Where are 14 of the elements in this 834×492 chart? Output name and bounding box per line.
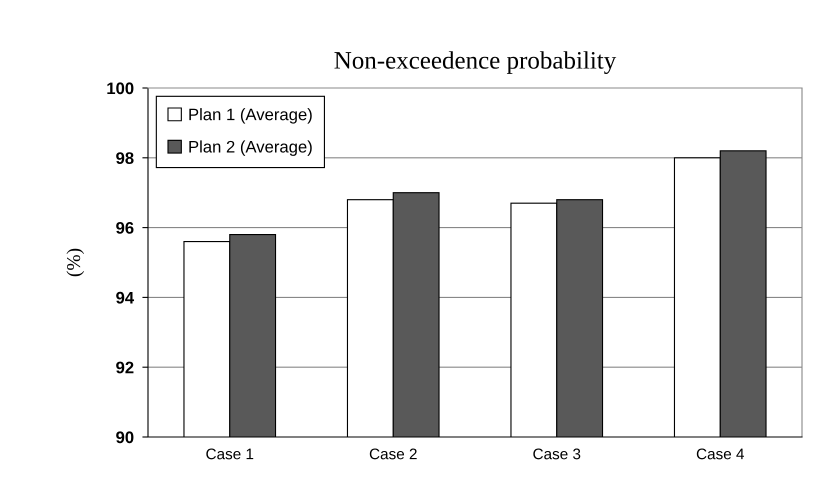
legend-label: Plan 1 (Average): [189, 108, 312, 124]
x-tick-label: Case 1: [206, 448, 254, 460]
x-tick-label: Case 4: [696, 448, 744, 460]
y-tick-label: 96: [116, 222, 134, 234]
y-tick-label: 100: [107, 82, 134, 94]
y-tick-label: 94: [116, 292, 134, 304]
x-tick-label: Case 2: [370, 448, 417, 460]
legend-label: Plan 2 (Average): [189, 140, 312, 156]
y-tick-label: 98: [116, 152, 134, 164]
chart-title: Non-exceedence probability: [334, 51, 616, 74]
y-tick-label: 90: [116, 431, 134, 444]
y-tick-label: 92: [116, 362, 134, 374]
x-tick-label: Case 3: [533, 448, 580, 460]
y-axis-title: (%): [66, 248, 84, 276]
